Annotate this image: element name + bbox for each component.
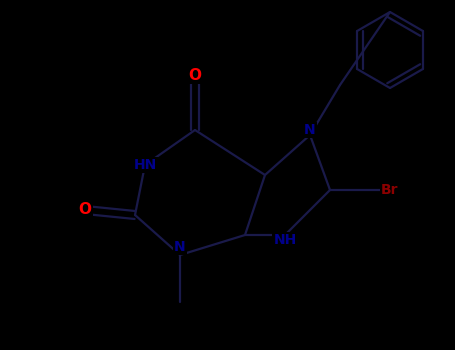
Text: NH: NH	[273, 233, 297, 247]
Text: N: N	[174, 240, 186, 254]
Text: HN: HN	[133, 158, 157, 172]
Text: Br: Br	[381, 183, 399, 197]
Text: O: O	[188, 68, 202, 83]
Text: O: O	[79, 203, 91, 217]
Text: N: N	[304, 123, 316, 137]
